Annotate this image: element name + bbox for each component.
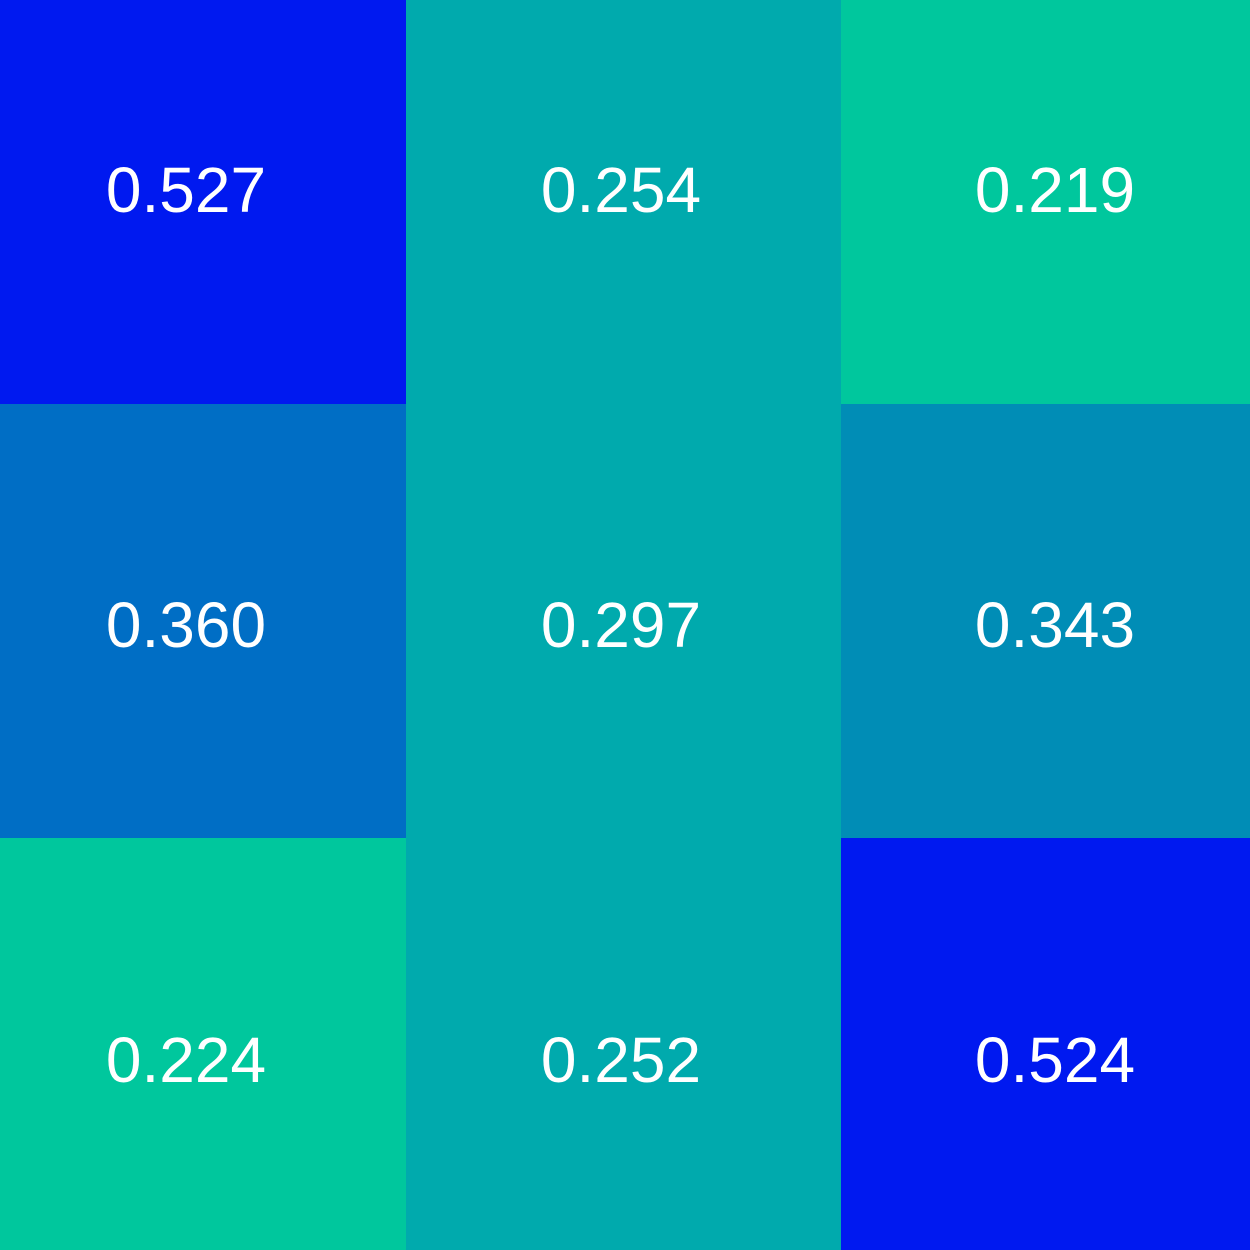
heatmap-cell-label-r1-c3: 0.219 xyxy=(975,154,1135,226)
heatmap-cell-label-r3-c2: 0.252 xyxy=(541,1024,701,1096)
heatmap-cell-label-r2-c3: 0.343 xyxy=(975,589,1135,661)
heatmap-cell-r3-c2 xyxy=(406,838,841,1250)
heatmap-cell-r3-c3 xyxy=(841,838,1250,1250)
heatmap-cell-label-r3-c1: 0.224 xyxy=(106,1024,266,1096)
heatmap-labels: 0.527 0.254 0.219 0.360 0.297 0.343 0.224 0.252… xyxy=(106,154,1135,1096)
heatmap-cell-r1-c2 xyxy=(406,0,841,404)
heatmap-cell-r3-c1 xyxy=(0,838,406,1250)
heatmap-cell-label-r1-c1: 0.527 xyxy=(106,154,266,226)
heatmap-cell-label-r1-c2: 0.254 xyxy=(541,154,701,226)
heatmap-cell-r1-c3 xyxy=(841,0,1250,404)
heatmap-cell-label-r2-c1: 0.360 xyxy=(106,589,266,661)
heatmap-cell-label-r2-c2: 0.297 xyxy=(541,589,701,661)
heatmap-cell-r2-c2 xyxy=(406,404,841,838)
heatmap-cell-r2-c3 xyxy=(841,404,1250,838)
heatmap-cell-r1-c1 xyxy=(0,0,406,404)
heatmap-cell-label-r3-c3: 0.524 xyxy=(975,1024,1135,1096)
heatmap-cell-r2-c1 xyxy=(0,404,406,838)
